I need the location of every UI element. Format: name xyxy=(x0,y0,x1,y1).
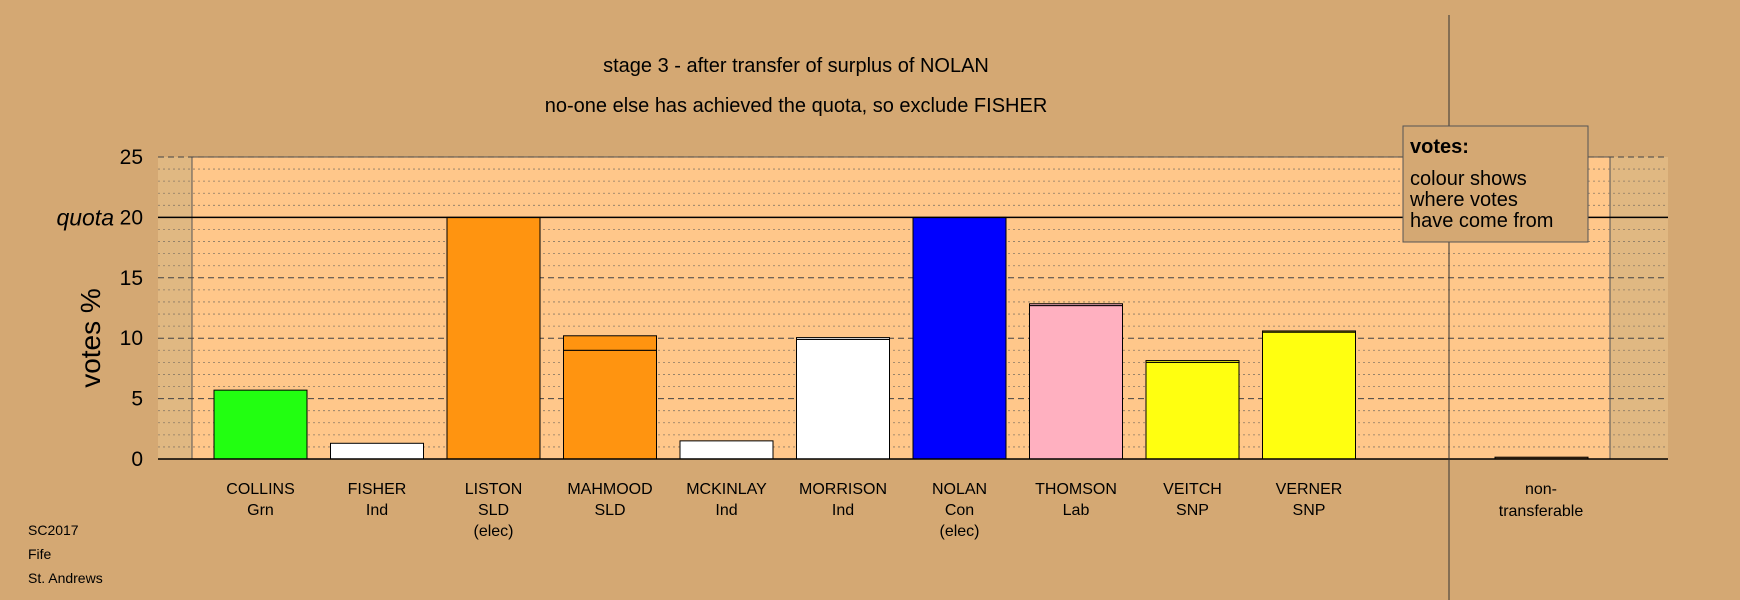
chart-subtitle: no-one else has achieved the quota, so e… xyxy=(545,95,1048,117)
chart-title: stage 3 - after transfer of surplus of N… xyxy=(603,55,989,77)
x-label-party: Lab xyxy=(1063,502,1090,519)
x-label-party: SNP xyxy=(1293,502,1326,519)
y-tick-label: 0 xyxy=(131,448,143,471)
y-tick-label: 25 xyxy=(120,146,143,169)
y-tick-label: 10 xyxy=(120,327,143,350)
x-label-name: NOLAN xyxy=(932,481,987,498)
legend-line-2: where votes xyxy=(1409,189,1518,211)
x-label-party: SLD xyxy=(594,502,625,519)
x-label-name: MCKINLAY xyxy=(686,481,767,498)
x-label-status: (elec) xyxy=(473,523,513,540)
plot-margin-left xyxy=(158,157,192,459)
x-label-party: Con xyxy=(945,502,974,519)
x-label-name: COLLINS xyxy=(226,481,294,498)
bar-veitch-segment-2 xyxy=(1145,360,1240,363)
bar-verner-segment-2 xyxy=(1262,330,1356,333)
bar-veitch-segment-1 xyxy=(1145,361,1240,460)
x-label-name: VEITCH xyxy=(1163,481,1222,498)
bar-mahmood-segment-1 xyxy=(563,349,657,460)
footer-council: Fife xyxy=(28,546,52,562)
x-label-status: (elec) xyxy=(939,523,979,540)
footer-election: SC2017 xyxy=(28,522,79,538)
bar-morrison-segment-2 xyxy=(796,337,890,340)
bar-mahmood-segment-2 xyxy=(563,335,657,351)
bar-nolan-segment-1 xyxy=(912,216,1007,460)
legend-box xyxy=(1402,125,1589,243)
x-label-name: MORRISON xyxy=(799,481,887,498)
bar-morrison-segment-1 xyxy=(796,338,890,460)
legend: votes: colour shows where votes have com… xyxy=(1402,125,1589,243)
x-label-non-transferable: non- xyxy=(1525,481,1557,498)
footer-ward: St. Andrews xyxy=(28,570,103,586)
x-axis-labels: COLLINS Grn FISHER Ind LISTON SLD (elec) MAHMOO… xyxy=(226,481,1583,540)
x-label-party: Grn xyxy=(247,502,274,519)
x-label-name: FISHER xyxy=(348,481,407,498)
x-label-party: Ind xyxy=(715,502,737,519)
bar-thomson-segment-2 xyxy=(1029,303,1123,307)
x-label-party: Ind xyxy=(832,502,854,519)
x-label-party: Ind xyxy=(366,502,388,519)
y-axis: 0 5 10 15 20 25 xyxy=(120,146,143,471)
bar-thomson-segment-1 xyxy=(1029,305,1123,460)
x-label-name: VERNER xyxy=(1276,481,1343,498)
x-label-party: SNP xyxy=(1176,502,1209,519)
x-label-name: MAHMOOD xyxy=(567,481,652,498)
x-label-party: SLD xyxy=(478,502,509,519)
y-tick-label: 5 xyxy=(131,388,143,411)
legend-title: votes: xyxy=(1410,136,1469,158)
x-label-name: LISTON xyxy=(465,481,523,498)
bar-fisher-segment-1 xyxy=(330,442,424,460)
x-label-non-transferable: transferable xyxy=(1499,503,1584,520)
bars-group xyxy=(213,216,1589,460)
y-axis-label: votes % xyxy=(75,288,106,388)
x-label-name: THOMSON xyxy=(1035,481,1117,498)
legend-line-1: colour shows xyxy=(1410,168,1527,190)
bar-mckinlay-segment-1 xyxy=(679,440,774,460)
bar-verner-segment-1 xyxy=(1262,331,1356,460)
plot-margin-right xyxy=(1610,157,1668,459)
quota-label: quota xyxy=(56,204,114,230)
y-tick-label: 20 xyxy=(120,206,143,229)
y-tick-label: 15 xyxy=(120,267,143,290)
bar-collins-segment-1 xyxy=(213,389,308,460)
bar-liston-segment-1 xyxy=(446,216,541,460)
legend-line-3: have come from xyxy=(1410,210,1553,232)
